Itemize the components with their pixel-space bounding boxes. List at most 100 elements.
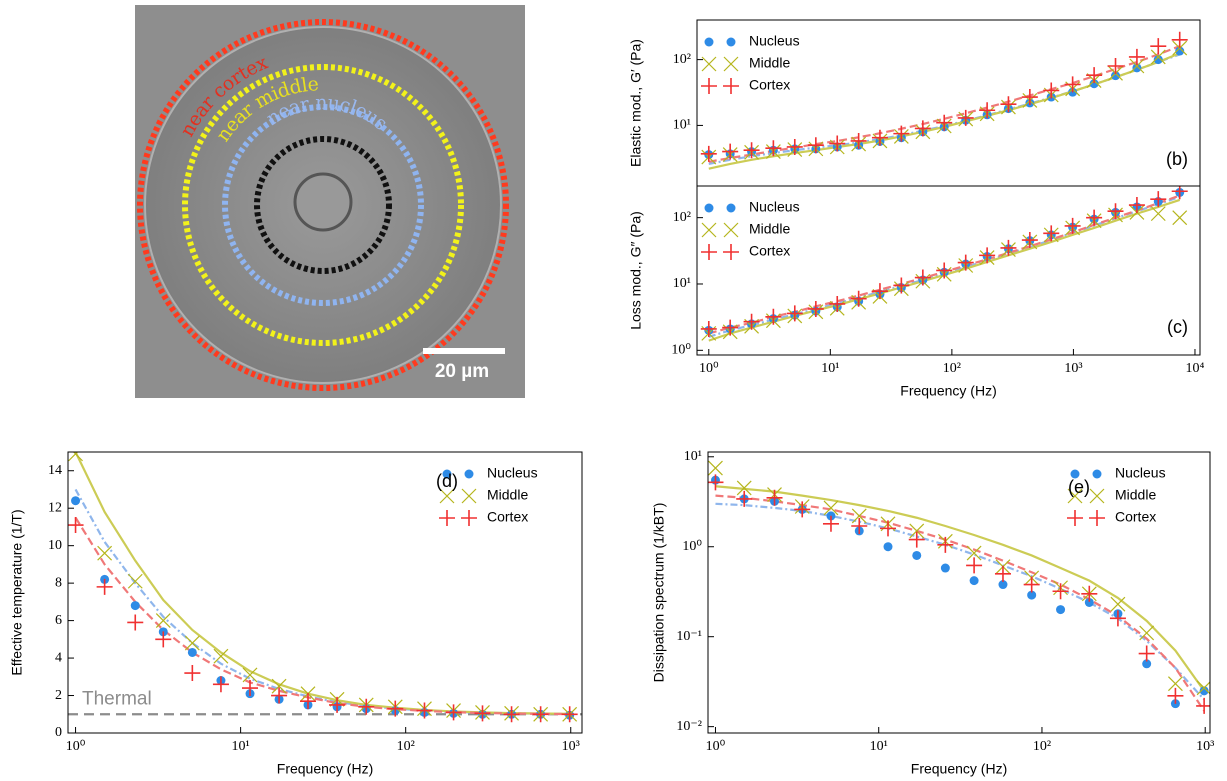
legend-label: Nucleus [1115, 465, 1166, 481]
data-point [893, 277, 910, 294]
data-point [97, 545, 113, 561]
legend-label: Nucleus [749, 33, 800, 49]
panel-label: (c) [1167, 317, 1188, 337]
x-tick-label: 10¹ [821, 361, 839, 376]
data-point [1081, 585, 1098, 602]
data-point [1132, 63, 1142, 73]
data-point [966, 557, 983, 574]
data-point [1086, 209, 1103, 226]
data-point [1199, 686, 1209, 696]
plot-area [700, 31, 1188, 170]
panel-label: (d) [436, 471, 458, 491]
data-point [850, 132, 867, 149]
panel: 0 2 4 6 8 10 12 14 10⁰ 10¹ 10² 10³ Frequency (Hz) Eff… [9, 451, 583, 777]
y-tick-label: 10⁻¹ [676, 629, 702, 644]
data-point [1107, 203, 1124, 220]
data-point [271, 687, 288, 704]
data-point [1021, 232, 1038, 249]
data-point [1064, 76, 1081, 93]
data-point [1167, 687, 1184, 704]
data-point [957, 109, 974, 126]
legend-marker [439, 510, 455, 526]
data-point [957, 254, 974, 271]
data-point [212, 676, 229, 693]
thermal-label: Thermal [82, 688, 152, 709]
legend-label: Nucleus [487, 465, 538, 481]
data-point [786, 305, 803, 322]
x-axis-label: Frequency (Hz) [911, 761, 1007, 777]
x-tick-label: 10⁰ [66, 739, 86, 754]
data-point [998, 580, 1008, 590]
data-point [155, 631, 172, 648]
data-point [807, 137, 824, 154]
legend-marker [442, 469, 452, 479]
legend-marker [723, 244, 739, 260]
legend-marker [726, 203, 736, 213]
data-point [1084, 597, 1094, 607]
y-axis-label: Dissipation spectrum (1/kBT) [651, 503, 667, 683]
data-point [184, 635, 200, 651]
data-point [736, 490, 753, 507]
legend-marker [439, 488, 455, 504]
legend-label: Cortex [487, 509, 528, 525]
data-point [1086, 67, 1103, 84]
y-tick-label: 12 [48, 500, 62, 515]
data-point [1056, 605, 1066, 615]
data-point [851, 518, 868, 535]
x-tick-label: 10² [1033, 739, 1051, 754]
data-point [829, 135, 846, 152]
legend-marker [723, 78, 739, 94]
legend-label: Nucleus [749, 199, 800, 215]
scale-bar-label: 20 µm [435, 361, 489, 382]
data-point [68, 452, 83, 462]
data-point [766, 489, 783, 506]
legend-marker [704, 203, 714, 213]
legend-label: Cortex [1115, 509, 1156, 525]
data-point [1110, 596, 1126, 612]
data-point [708, 474, 724, 491]
data-point [979, 102, 996, 119]
data-point [1027, 590, 1037, 600]
data-point [1089, 79, 1099, 89]
data-point [561, 706, 578, 723]
data-point [966, 545, 982, 561]
data-point [1023, 576, 1040, 593]
y-tick-label: 8 [55, 575, 62, 590]
data-point [822, 515, 839, 532]
data-point [708, 460, 723, 476]
data-point [503, 706, 520, 723]
y-tick-label: 10¹ [684, 449, 702, 464]
y-tick-label: 6 [55, 613, 62, 628]
data-point [871, 129, 888, 146]
y-tick-label: 4 [55, 650, 62, 665]
x-tick-label: 10⁰ [699, 361, 719, 376]
legend-marker [1089, 510, 1105, 526]
data-point [1043, 225, 1060, 242]
data-point [700, 145, 717, 162]
y-tick-label: 10⁻² [676, 719, 702, 734]
plot-frame [67, 451, 583, 734]
x-tick-label: 10² [397, 739, 415, 754]
data-point [1109, 610, 1126, 627]
data-point [794, 501, 811, 518]
legend-label: Middle [749, 55, 790, 71]
data-point [416, 702, 433, 719]
data-point [329, 696, 346, 713]
micrograph: near cortex near middle near nucleus 20 … [135, 5, 525, 398]
legend-marker [1067, 510, 1083, 526]
data-point [937, 536, 954, 553]
data-point [940, 563, 950, 573]
y-axis-label: Loss mod., G″ (Pa) [628, 211, 644, 330]
data-point [871, 283, 888, 300]
data-point [880, 520, 897, 537]
data-point [736, 480, 752, 496]
data-point [155, 613, 171, 629]
x-tick-label: 10³ [1196, 739, 1214, 754]
data-point [1171, 186, 1188, 200]
data-point [1153, 55, 1163, 65]
data-point [1129, 58, 1145, 74]
legend-marker [723, 222, 739, 238]
y-tick-label: 10² [673, 210, 691, 225]
data-point [969, 576, 979, 586]
